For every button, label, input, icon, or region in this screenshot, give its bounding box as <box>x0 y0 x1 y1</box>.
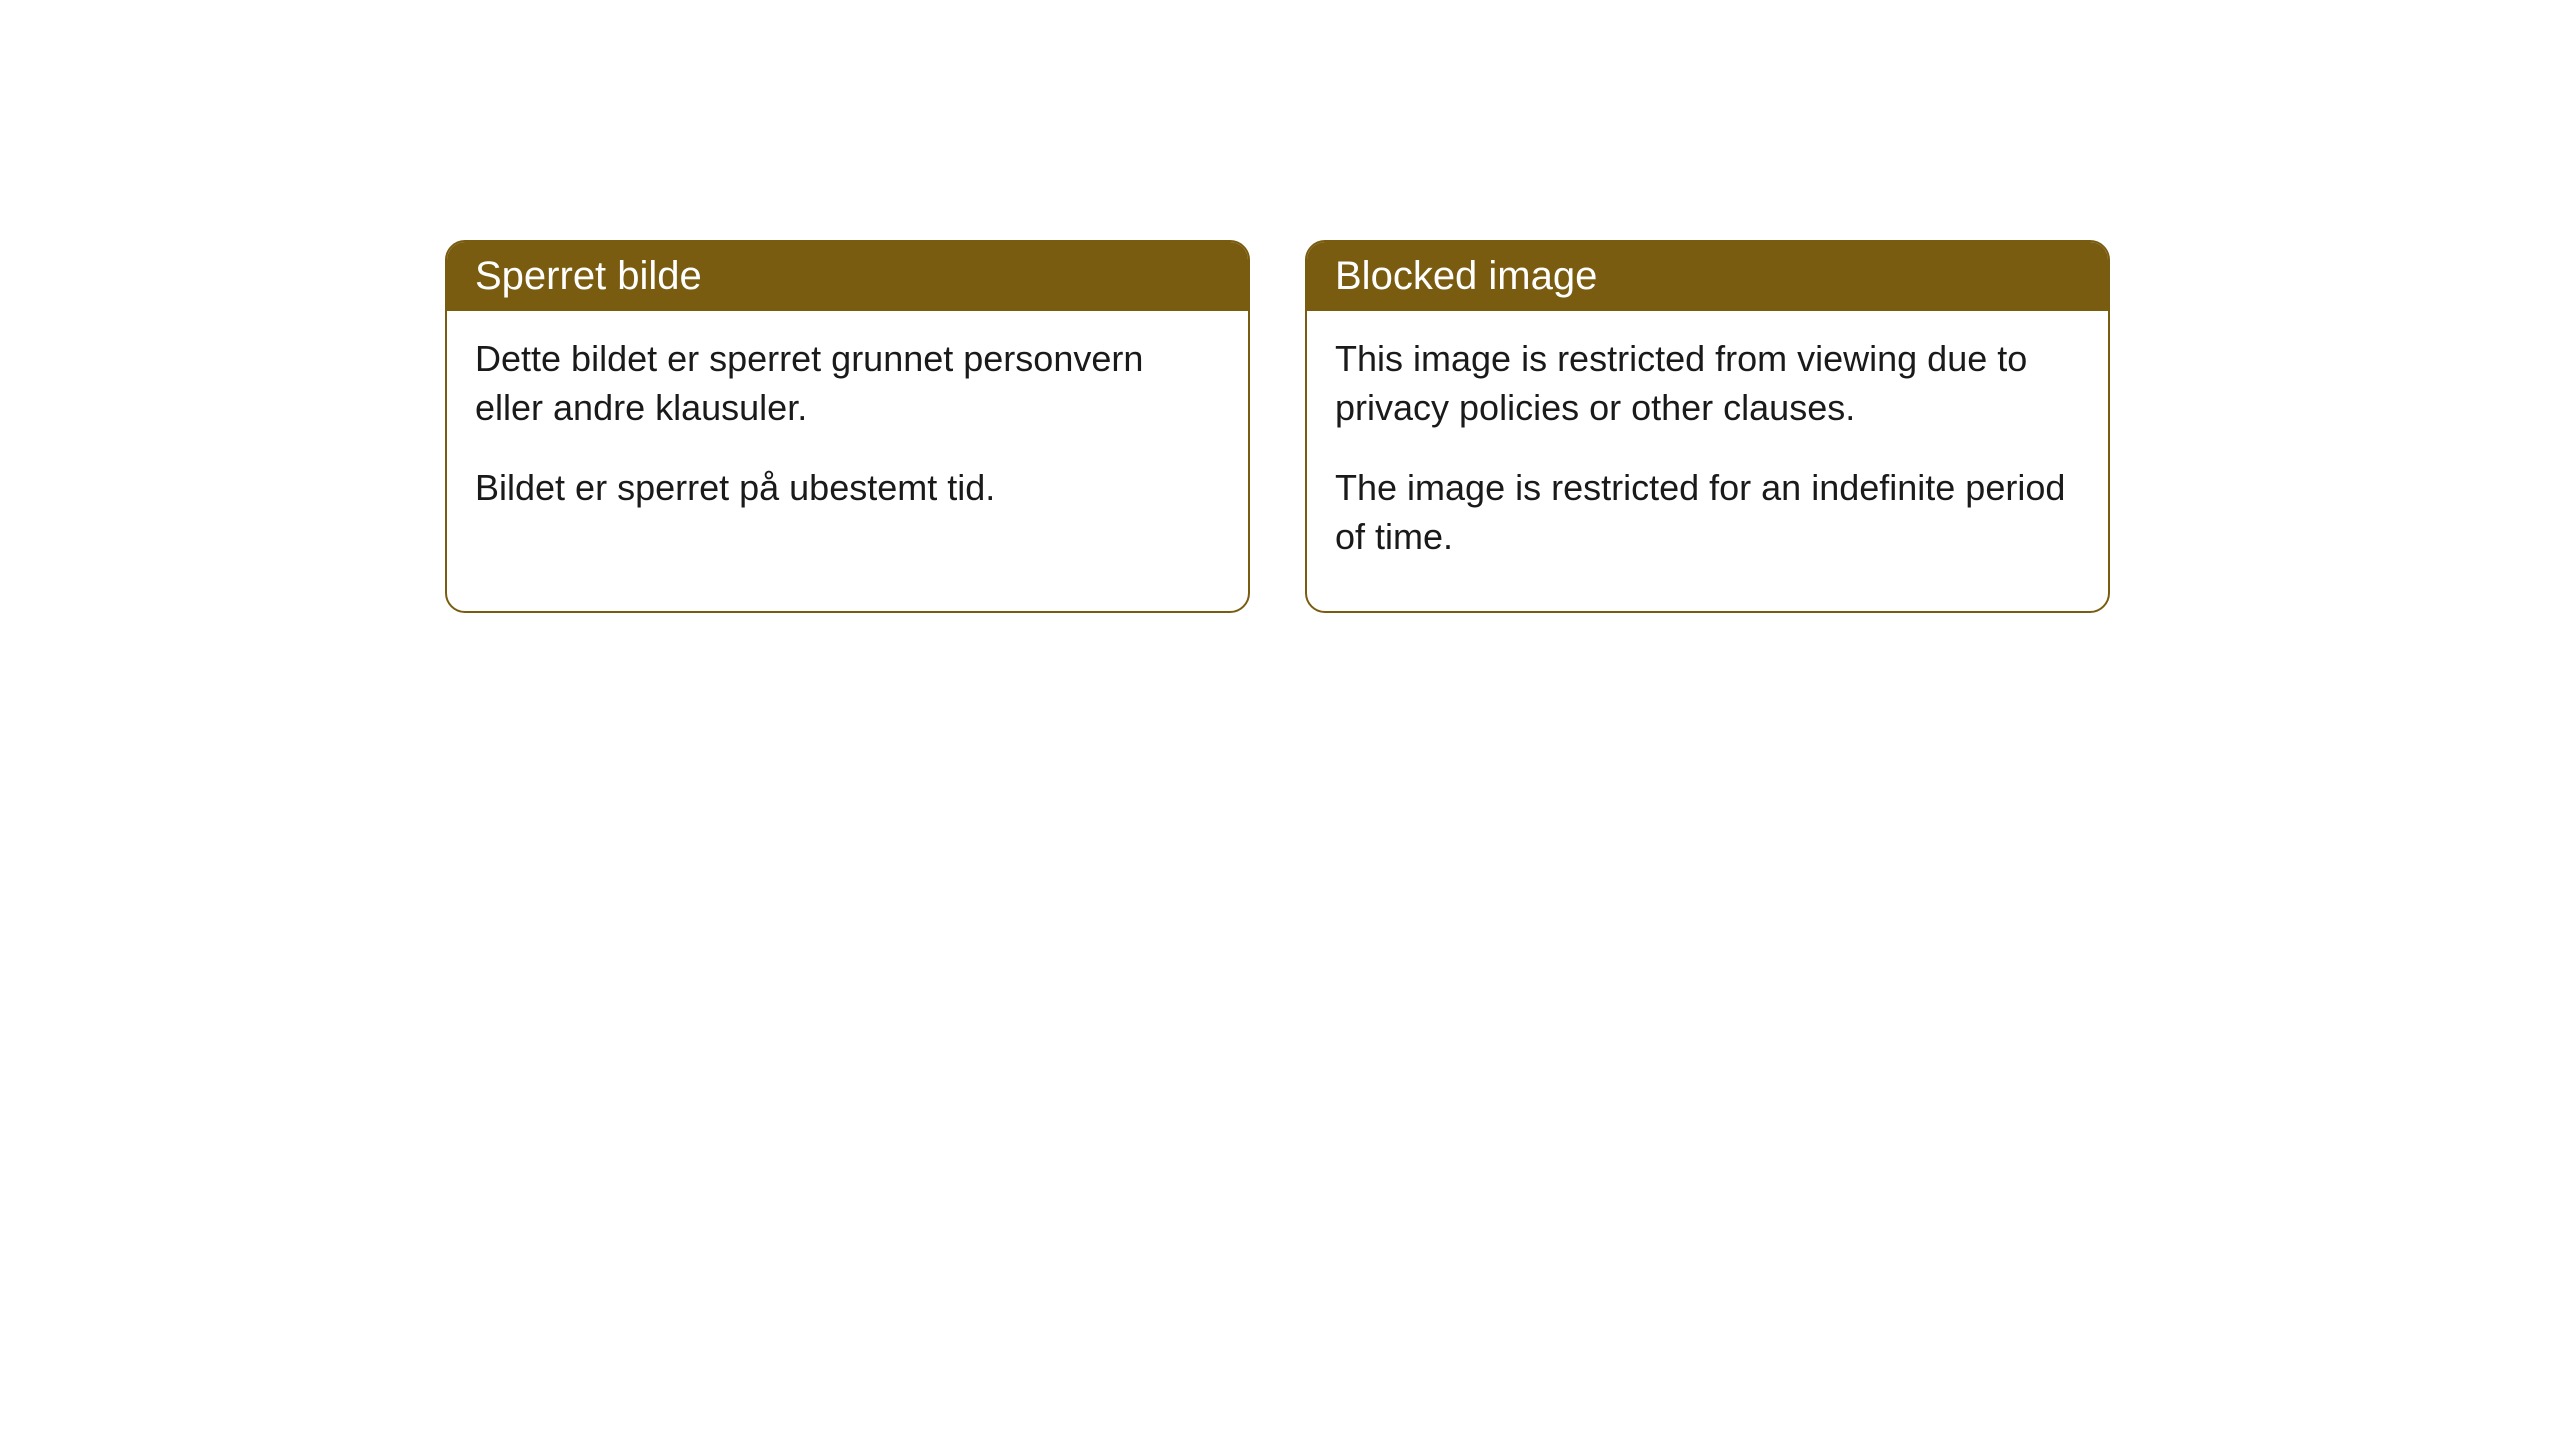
card-paragraph-norwegian-2: Bildet er sperret på ubestemt tid. <box>475 464 1220 513</box>
blocked-image-card-english: Blocked image This image is restricted f… <box>1305 240 2110 613</box>
notice-cards-container: Sperret bilde Dette bildet er sperret gr… <box>445 240 2110 613</box>
card-body-english: This image is restricted from viewing du… <box>1307 311 2108 611</box>
blocked-image-card-norwegian: Sperret bilde Dette bildet er sperret gr… <box>445 240 1250 613</box>
card-paragraph-norwegian-1: Dette bildet er sperret grunnet personve… <box>475 335 1220 432</box>
card-header-norwegian: Sperret bilde <box>447 242 1248 311</box>
card-paragraph-english-1: This image is restricted from viewing du… <box>1335 335 2080 432</box>
card-paragraph-english-2: The image is restricted for an indefinit… <box>1335 464 2080 561</box>
card-header-english: Blocked image <box>1307 242 2108 311</box>
card-title-english: Blocked image <box>1335 254 1597 298</box>
card-title-norwegian: Sperret bilde <box>475 254 702 298</box>
card-body-norwegian: Dette bildet er sperret grunnet personve… <box>447 311 1248 563</box>
